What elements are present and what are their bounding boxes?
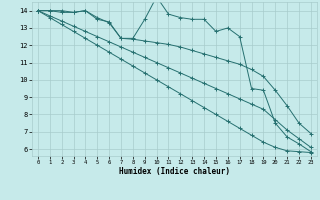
X-axis label: Humidex (Indice chaleur): Humidex (Indice chaleur) [119, 167, 230, 176]
